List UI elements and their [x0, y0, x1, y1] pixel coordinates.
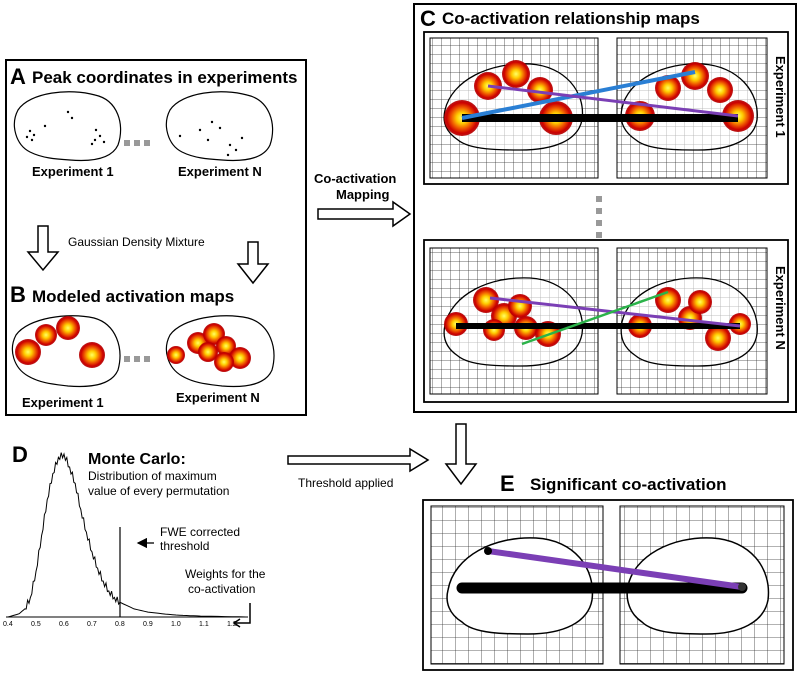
- panel-c-expN-box: [423, 239, 789, 403]
- x-tick-label-2: 0.6: [59, 621, 69, 628]
- gaussian-label: Gaussian Density Mixture: [68, 235, 205, 249]
- panel-a-expN-label: Experiment N: [178, 164, 262, 179]
- weights-pointer: [236, 603, 251, 624]
- peak-points-exp1: [25, 110, 106, 146]
- panel-e-letter: E: [500, 471, 515, 496]
- mapping-label-line1: Co-activation: [314, 171, 396, 186]
- monte-carlo-histogram: 0.4 0.5 0.6 0.7 0.8 0.9 1.0 1.1 1.2: [3, 452, 248, 628]
- x-tick-label-5: 0.9: [143, 621, 153, 628]
- x-tick-label-4: 0.8: [115, 621, 125, 628]
- x-tick-label-3: 0.7: [87, 621, 97, 628]
- fwe-label-line1: FWE corrected: [160, 525, 240, 539]
- peak-points-expN: [178, 120, 244, 157]
- x-tick-label-6: 1.0: [171, 621, 181, 628]
- x-tick-label-1: 0.5: [31, 621, 41, 628]
- histogram-curve: [7, 452, 247, 618]
- panel-b-expN-label: Experiment N: [176, 390, 260, 405]
- down-arrow-c-to-e: [444, 423, 478, 486]
- threshold-arrow: [287, 447, 430, 473]
- panel-d-title: Monte Carlo:: [88, 451, 186, 468]
- panel-c-letter: C: [420, 6, 436, 31]
- panel-b-exp1-label: Experiment 1: [22, 395, 104, 410]
- panel-a-letter: A: [10, 64, 26, 89]
- panel-c-expN-label: Experiment N: [773, 266, 788, 350]
- mapping-label-line2: Mapping: [336, 187, 389, 202]
- panel-e-title: Significant co-activation: [530, 475, 726, 494]
- brain-b-exp1: [11, 315, 121, 388]
- separator-squares-a: [124, 140, 150, 146]
- x-tick-label-0: 0.4: [3, 621, 13, 628]
- separator-squares-c: [596, 196, 602, 238]
- separator-squares-b: [124, 356, 150, 362]
- panel-d-desc-line2: value of every permutation: [88, 484, 229, 498]
- brain-a-exp1: [13, 91, 122, 162]
- brain-a-expN: [165, 91, 274, 162]
- weights-label-line1: Weights for the: [185, 567, 266, 581]
- histogram-tick-labels: 0.4 0.5 0.6 0.7 0.8 0.9 1.0 1.1 1.2: [3, 621, 237, 628]
- panel-e-box: [422, 499, 794, 671]
- x-tick-label-7: 1.1: [199, 621, 209, 628]
- panel-b-letter: B: [10, 282, 26, 307]
- panel-d-desc-line1: Distribution of maximum: [88, 469, 217, 483]
- panel-ab-frame: [5, 59, 307, 416]
- brain-b-expN: [165, 315, 275, 388]
- fwe-label-line2: threshold: [160, 539, 209, 553]
- threshold-applied-label: Threshold applied: [298, 476, 393, 490]
- x-tick-label-8: 1.2: [227, 621, 237, 628]
- panel-c-title: Co-activation relationship maps: [442, 9, 700, 28]
- panel-c-exp1-box: [423, 31, 789, 185]
- panel-c-frame: [413, 3, 797, 413]
- weights-label-line2: co-activation: [188, 582, 255, 596]
- panel-d-letter: D: [12, 442, 28, 467]
- down-arrow-right: [236, 241, 270, 285]
- panel-c-exp1-label: Experiment 1: [773, 56, 788, 138]
- down-arrow-left: [26, 225, 60, 272]
- panel-b-title: Modeled activation maps: [32, 287, 234, 306]
- panel-a-title: Peak coordinates in experiments: [32, 68, 298, 87]
- mapping-arrow: [317, 200, 412, 228]
- panel-a-exp1-label: Experiment 1: [32, 164, 114, 179]
